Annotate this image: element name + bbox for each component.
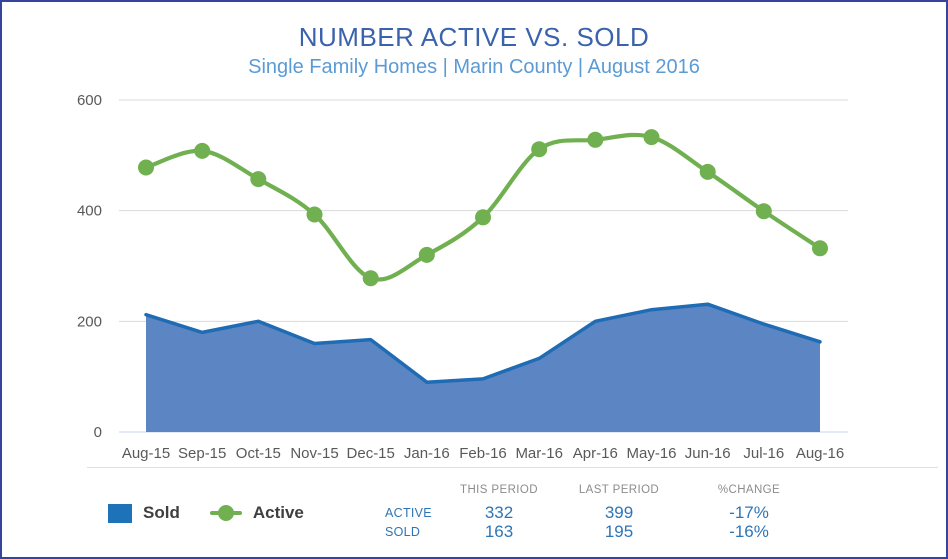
svg-text:Aug-16: Aug-16 [796,445,844,462]
svg-text:Sep-15: Sep-15 [178,445,226,462]
svg-text:400: 400 [77,203,102,220]
active-line-markers [138,129,828,287]
active-marker-icon [209,504,242,522]
sold-pct-change: -16% [729,522,769,541]
legend-item-active: Active [209,503,304,523]
svg-text:Mar-16: Mar-16 [515,445,563,462]
svg-text:200: 200 [77,313,102,330]
header-pct-change: %CHANGE [717,484,781,496]
row-label-active: ACTIVE [385,506,432,520]
header-last-period: LAST PERIOD [578,484,660,496]
svg-text:Jan-16: Jan-16 [404,445,450,462]
y-axis-labels: 0 200 400 600 [77,92,102,441]
active-last-period: 399 [604,503,634,522]
legend-active-label: Active [252,503,304,522]
header-this-period: THIS PERIOD [460,484,538,496]
svg-text:Oct-15: Oct-15 [236,445,281,462]
svg-text:May-16: May-16 [626,445,676,462]
sold-last-period: 195 [604,522,634,541]
active-this-period: 332 [484,503,514,522]
sold-area [146,304,820,432]
footer-divider-line [87,467,938,468]
svg-text:Dec-15: Dec-15 [347,445,395,462]
svg-text:Apr-16: Apr-16 [573,445,618,462]
svg-text:Jul-16: Jul-16 [743,445,784,462]
svg-text:Feb-16: Feb-16 [459,445,507,462]
chart-title: NUMBER ACTIVE VS. SOLD [298,22,650,52]
sold-area-edge [144,302,822,384]
chart-legend: Sold Active [108,503,304,523]
sold-this-period: 163 [484,522,514,541]
chart-subtitle: Single Family Homes | Marin County | Aug… [248,56,700,78]
x-axis-labels: Aug-15 Sep-15 Oct-15 Nov-15 Dec-15 Jan-16 Feb-… [122,445,844,462]
sold-swatch-icon [108,503,132,523]
svg-text:Nov-15: Nov-15 [290,445,338,462]
legend-item-sold: Sold [108,503,180,523]
active-line [143,132,823,282]
svg-text:Aug-15: Aug-15 [122,445,170,462]
svg-text:Jun-16: Jun-16 [685,445,731,462]
svg-text:0: 0 [94,424,102,441]
legend-sold-label: Sold [143,503,180,522]
row-label-sold: SOLD [385,525,421,539]
svg-text:600: 600 [77,92,102,109]
active-pct-change: -17% [729,503,769,522]
